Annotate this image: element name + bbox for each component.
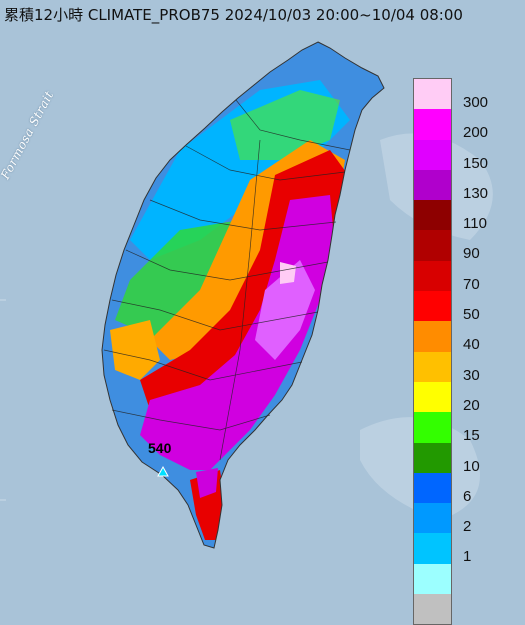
map-title: 累積12小時 CLIMATE_PROB75 2024/10/03 20:00~1…: [4, 6, 463, 24]
legend-swatch: [414, 109, 451, 140]
legend-swatch: [414, 79, 451, 110]
legend-label: 30: [463, 366, 480, 384]
legend-swatch: [414, 594, 451, 625]
legend-swatch: [414, 503, 451, 534]
legend-swatch: [414, 351, 451, 382]
legend-label: 300: [463, 94, 489, 111]
county-borders: [103, 99, 351, 461]
legend-label: 15: [463, 427, 480, 445]
cloud-texture: [360, 133, 493, 521]
legend-labels: 300 200 150 130 110 90 70 50 40 30 20 15 10 6 2 1: [463, 94, 489, 581]
legend-swatch: [414, 321, 451, 352]
legend-label: 110: [463, 215, 487, 233]
legend-label: 130: [463, 184, 489, 202]
rain-zone-purple: [255, 260, 315, 360]
legend-label: 6: [463, 487, 472, 505]
legend-label: 50: [463, 306, 480, 324]
max-station-value: 540: [148, 440, 172, 456]
legend-swatches: [413, 78, 452, 625]
legend-label: 20: [463, 396, 480, 414]
legend-label: 10: [463, 457, 480, 475]
legend-label: 90: [463, 245, 480, 263]
legend-swatch: [414, 169, 451, 201]
legend-label: 150: [463, 154, 489, 172]
legend-swatch: [414, 472, 451, 504]
legend-label: 200: [463, 124, 489, 142]
legend-label: 2: [463, 518, 472, 536]
legend-swatch: [414, 260, 451, 292]
island-outline: [101, 41, 385, 549]
legend-swatch: [414, 412, 451, 443]
graticule-ticks: [0, 299, 6, 501]
legend-swatch: [414, 563, 451, 595]
legend-swatch: [414, 442, 451, 473]
rain-zone-south-mag: [196, 468, 218, 498]
legend-swatch: [414, 200, 451, 231]
legend-swatch: [414, 230, 451, 261]
legend-label: 40: [463, 336, 480, 354]
legend-label: 70: [463, 275, 480, 293]
rain-zone-southwest: [110, 320, 160, 380]
legend-swatch: [414, 533, 451, 564]
legend-swatch: [414, 381, 451, 413]
rain-zone-peak: [280, 262, 296, 284]
legend-swatch: [414, 291, 451, 322]
legend-swatch: [414, 139, 451, 170]
legend-label: 1: [463, 548, 472, 566]
max-station-marker: [157, 465, 169, 477]
